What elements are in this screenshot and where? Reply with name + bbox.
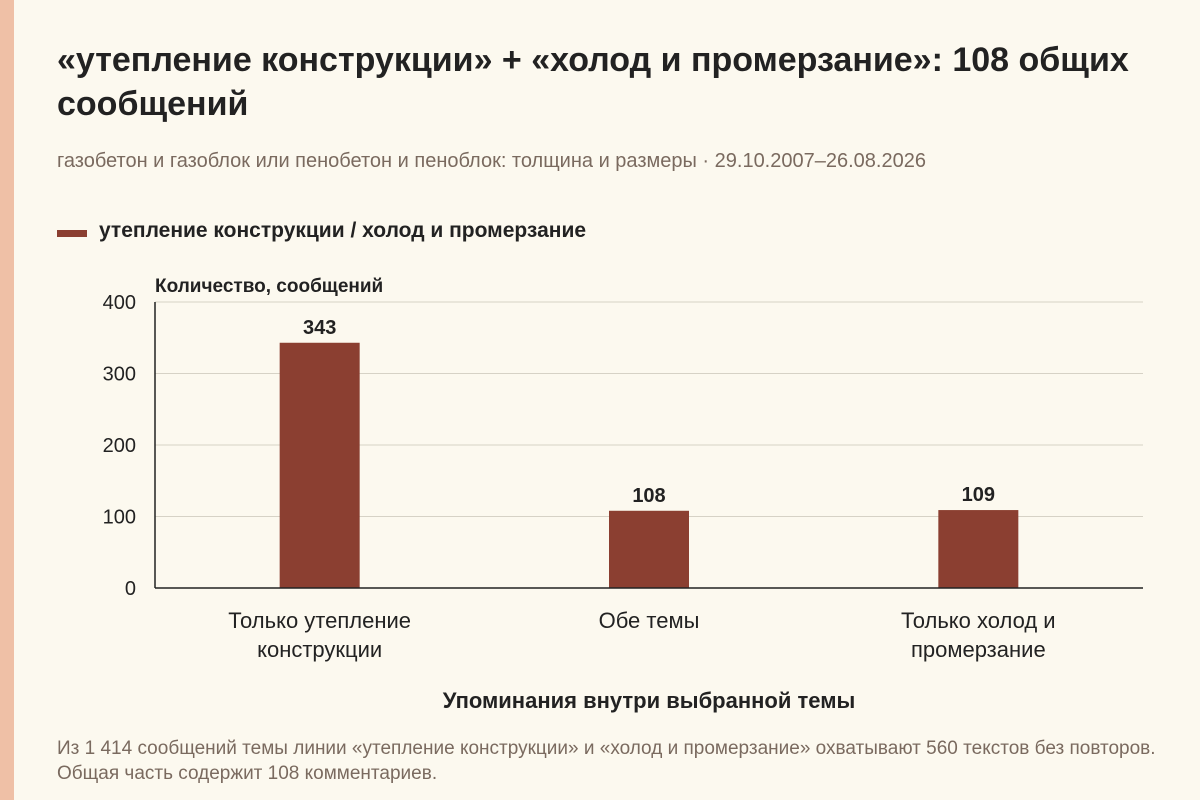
data-label: 108 xyxy=(632,485,665,507)
chart-subtitle: газобетон и газоблок или пенобетон и пен… xyxy=(57,150,926,172)
bar xyxy=(609,510,689,588)
y-tick-label: 400 xyxy=(103,292,136,314)
footnote: Из 1 414 сообщений темы линии «утепление… xyxy=(57,738,1156,784)
data-label: 343 xyxy=(303,317,336,339)
bar xyxy=(279,342,360,588)
legend-swatch xyxy=(57,229,87,237)
x-tick-label: Обе темы xyxy=(599,608,700,633)
x-tick-label: конструкции xyxy=(257,637,382,662)
chart-title: «утепление конструкции» + «холод и проме… xyxy=(57,41,1129,123)
accent-bar xyxy=(0,0,14,800)
x-tick-label: Только утепление xyxy=(228,608,411,633)
x-axis-label: Упоминания внутри выбранной темы xyxy=(443,688,856,713)
y-tick-label: 100 xyxy=(103,507,136,529)
y-axis-label: Количество, сообщений xyxy=(155,276,383,297)
legend: утепление конструкции / холод и промерза… xyxy=(57,219,586,243)
x-tick-label: промерзание xyxy=(911,637,1046,662)
y-tick-label: 300 xyxy=(103,364,136,386)
x-tick-label: Только холод и xyxy=(901,608,1056,633)
bar xyxy=(938,510,1019,588)
y-tick-label: 200 xyxy=(103,435,136,457)
legend-label: утепление конструкции / холод и промерза… xyxy=(99,219,587,242)
y-tick-label: 0 xyxy=(125,578,136,600)
data-label: 109 xyxy=(962,484,995,506)
